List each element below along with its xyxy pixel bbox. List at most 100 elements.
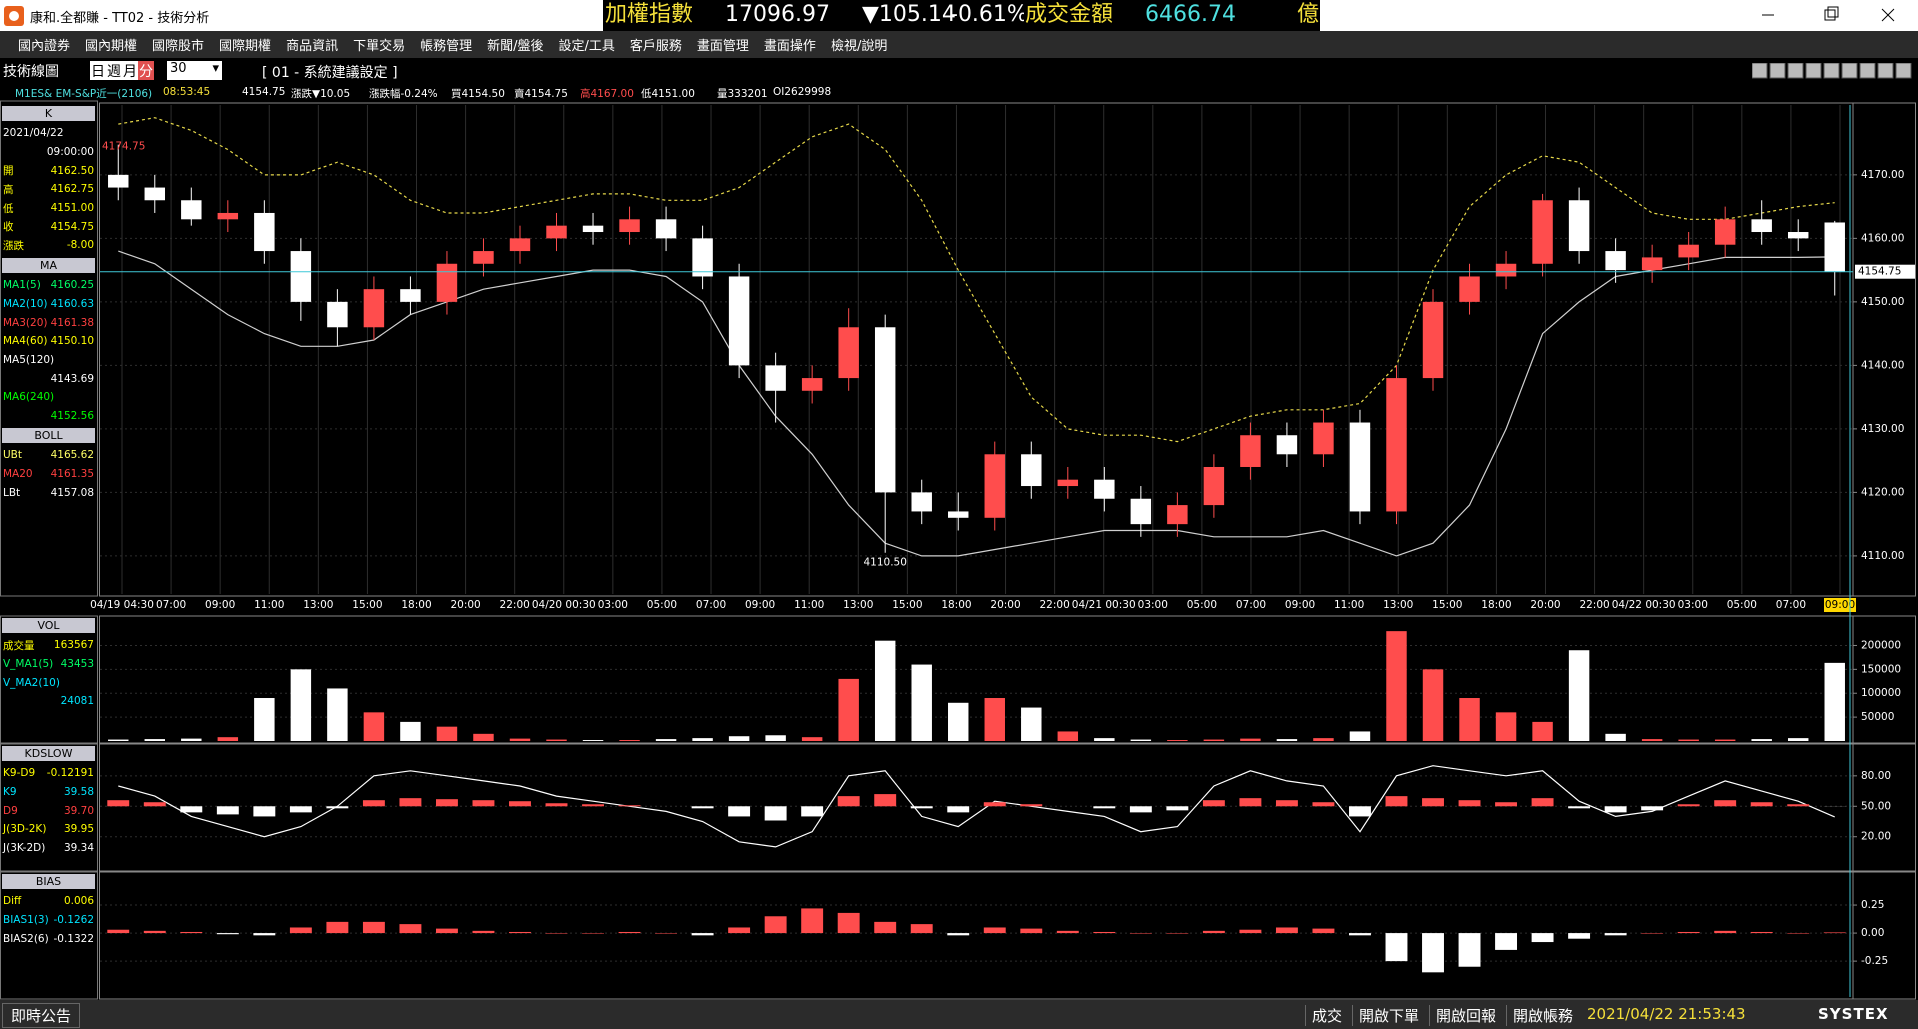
menu-item[interactable]: 畫面管理 [696,39,749,54]
legend-value: 24081 [60,695,94,708]
menu-item[interactable]: 下單交易 [353,39,406,54]
y-tick-label: 50000 [1861,711,1894,723]
menu-item[interactable]: 新聞/盤後 [487,39,544,54]
x-tick-label: 13:00 [843,599,873,611]
legend-value: 4150.10 [50,335,94,348]
status-item[interactable]: 開啟回報 [1429,1005,1496,1026]
menu-item[interactable]: 客戶服務 [629,39,682,54]
x-tick-label: 13:00 [1383,599,1413,611]
legend-value: 4154.75 [50,220,94,233]
kd-bar [910,806,933,809]
volume-bar [181,738,202,741]
kd-bar [472,800,495,807]
interval-select[interactable]: 30 ▾ [167,61,222,80]
bias-bar [1093,931,1116,934]
legend-label: MA2(10) [3,298,48,311]
menu-item[interactable]: 國內期權 [85,39,138,54]
turnover-label: 成交金額 [1025,2,1114,27]
menu-item[interactable]: 檢視/說明 [830,39,888,54]
legend-label: 漲跌 [3,239,24,252]
kd-bar [1239,798,1262,807]
time-cursor-box [1824,598,1856,612]
volume-bar [1203,739,1225,741]
kd-bar [1604,806,1627,813]
candle-body [1714,219,1736,245]
period-option[interactable]: 月 [123,64,137,80]
menu-item[interactable]: 國際期權 [219,39,272,54]
window-controls[interactable] [1740,0,1918,31]
notice[interactable]: 即時公告 [2,1003,81,1028]
x-tick-label: 05:00 [647,599,677,611]
candle-body [1349,422,1371,512]
status-item[interactable]: 開啟帳務 [1506,1005,1573,1026]
menu-item[interactable]: 設定/工具 [558,39,615,54]
menu-item[interactable]: 商品資訊 [286,39,339,54]
status-item[interactable]: 成交 [1305,1005,1342,1026]
kd-bar [947,806,970,813]
period-option[interactable]: 分 [138,61,154,80]
legend-value: 4161.38 [50,316,94,329]
legend-label: MA6(240) [3,391,55,404]
candle-body [1605,251,1626,271]
legend-label: Diff [3,895,22,908]
legend-value: 4165.62 [50,449,94,462]
status-item[interactable]: 開啟下單 [1352,1005,1419,1026]
volume-bar [911,664,932,741]
kd-bar [728,806,751,817]
ask: 賣4154.75 [514,88,568,100]
bid: 買4154.50 [451,88,505,100]
legend-label: MA1(5) [3,279,41,292]
y-tick-label: 150000 [1861,663,1901,675]
menu-item[interactable]: 畫面操作 [763,39,816,54]
legend-label: MA3(20) [3,316,48,329]
volume-bar [1021,707,1042,741]
bias-bar [764,916,787,934]
menu-item[interactable]: 國際股市 [152,39,205,54]
y-tick-label: 4110.00 [1861,550,1904,562]
volume-bar [363,712,385,741]
volume-bar [436,726,458,741]
volume-bar [619,740,640,741]
x-tick-label: 09:00 [1825,599,1855,611]
candle-body [1203,466,1225,506]
volume-bar [1824,662,1845,741]
legend-value: 09:00:00 [46,146,94,159]
legend-label: 低 [3,202,14,215]
kd-bar [1458,800,1481,807]
x-tick-label: 03:00 [1678,599,1708,611]
legend-row: MA1(5) 4160.25 [0,276,97,295]
bias-bar [362,921,385,934]
tool-icons[interactable] [1752,63,1916,79]
panel-frame [99,102,1916,597]
kd-bar [1787,804,1810,807]
low-label: 4110.50 [863,557,906,569]
y-tick-label: 4140.00 [1861,359,1904,371]
candle-body [363,289,385,328]
bias-bar [1239,929,1262,934]
x-tick-label: 15:00 [892,599,922,611]
candle-body [546,225,567,239]
kd-bar [362,800,385,807]
menu-item[interactable]: 帳務管理 [420,39,473,54]
kd-bar [253,806,276,817]
period-option[interactable]: 週 [107,64,121,80]
kd-bar [180,806,203,813]
indicator-line [118,117,1835,443]
x-tick-label: 03:00 [598,599,628,611]
ticker-index: 17096.97 [725,2,830,27]
menu-item[interactable]: 國內證券 [18,39,71,54]
bias-bar [1349,933,1371,936]
bias-bar [1531,933,1554,943]
kd-bar [983,802,1006,807]
volume-bar [144,739,166,741]
volume-bar [1167,740,1188,741]
kd-bar [837,796,860,807]
y-tick-label: 80.00 [1861,770,1891,782]
period-option[interactable]: 日 [91,64,105,80]
period-selector[interactable]: 日週月分 [90,61,154,80]
x-tick-label: 09:00 [745,599,775,611]
status-items: 成交 開啟下單 開啟回報 開啟帳務 [1305,1005,1573,1026]
x-tick-label: 07:00 [696,599,726,611]
legend-row: MA2(10) 4160.63 [0,295,97,314]
kd-bar [143,802,166,807]
